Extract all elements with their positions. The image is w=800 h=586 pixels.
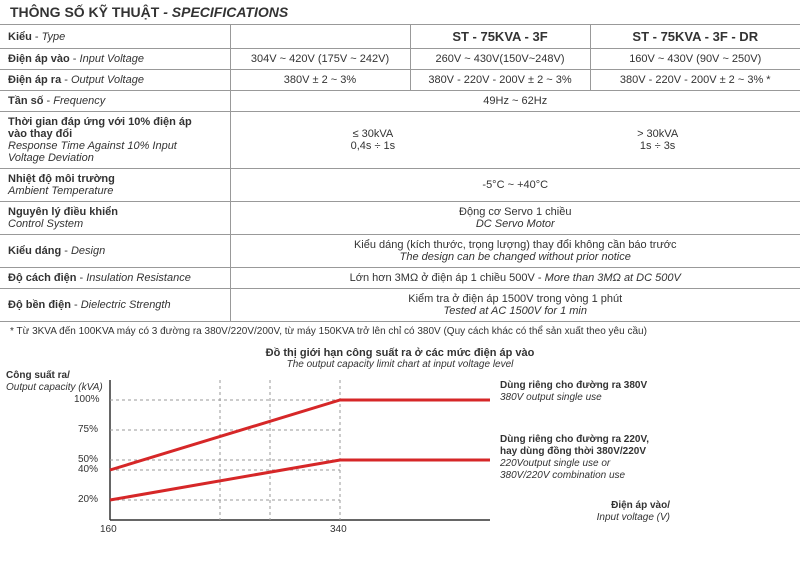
table-row: Kiểu dáng - Design Kiểu dáng (kích thước… (0, 235, 800, 268)
footnote: * Từ 3KVA đến 100KVA máy có 3 đường ra 3… (0, 322, 800, 341)
table-row: Độ bền điện - Dielectric Strength Kiểm t… (0, 289, 800, 322)
table-row: Độ cách điện - Insulation Resistance Lớn… (0, 268, 800, 289)
table-row: Điện áp ra - Output Voltage 380V ± 2 ~ 3… (0, 70, 800, 91)
page-title: THÔNG SỐ KỸ THUẬT - SPECIFICATIONS (0, 0, 800, 25)
spec-table: Kiểu - Type ST - 75KVA - 3F ST - 75KVA -… (0, 25, 800, 322)
table-row: Thời gian đáp ứng với 10% điện ápvào tha… (0, 112, 800, 169)
table-row: Điện áp vào - Input Voltage 304V ~ 420V … (0, 49, 800, 70)
table-row: Tần số - Frequency 49Hz ~ 62Hz (0, 91, 800, 112)
chart-title: Đồ thị giới hạn công suất ra ở các mức đ… (0, 347, 800, 370)
table-row: Kiểu - Type ST - 75KVA - 3F ST - 75KVA -… (0, 25, 800, 49)
table-row: Nhiệt độ môi trườngAmbient Temperature -… (0, 169, 800, 202)
output-capacity-chart: 20% 40% 50% 75% 100% 160 340 Công suất r… (0, 370, 800, 570)
chart-svg (0, 370, 800, 570)
table-row: Nguyên lý điều khiểnControl System Động … (0, 202, 800, 235)
